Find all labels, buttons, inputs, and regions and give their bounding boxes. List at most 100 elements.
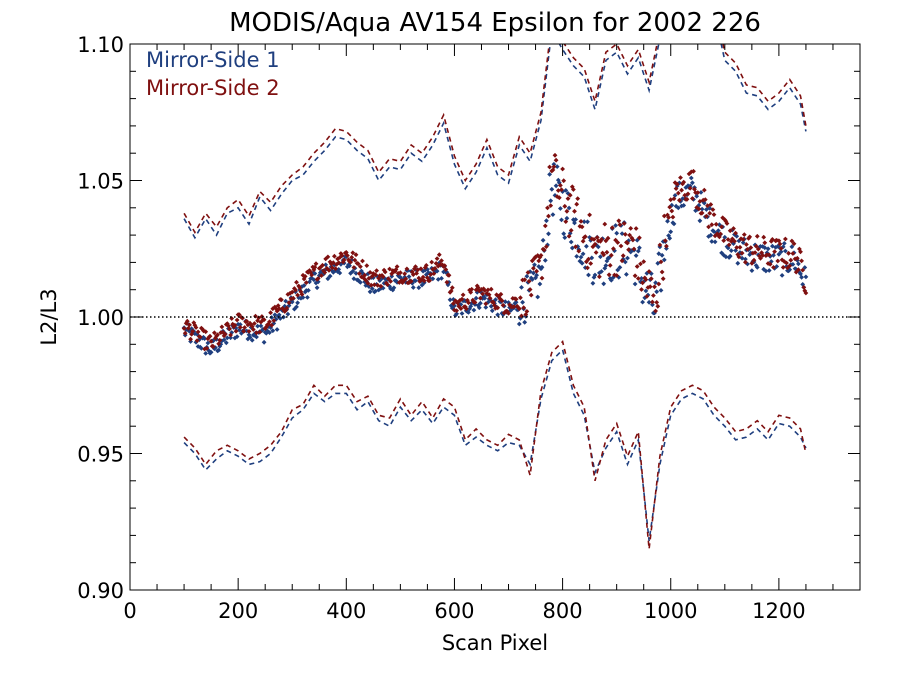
data-point: [634, 264, 640, 269]
side1-lower-bound-line: [183, 348, 807, 542]
data-point: [731, 226, 736, 231]
data-point: [534, 268, 539, 274]
data-point: [653, 308, 658, 314]
data-point: [520, 299, 525, 305]
data-point: [184, 318, 190, 324]
data-point: [633, 226, 639, 231]
data-point: [772, 249, 777, 254]
data-point: [726, 242, 732, 248]
data-point: [469, 286, 475, 292]
data-point: [711, 212, 717, 217]
data-point: [389, 273, 395, 279]
data-point: [779, 273, 785, 278]
data-point: [632, 281, 638, 287]
data-point: [245, 336, 251, 342]
data-point: [658, 288, 664, 293]
data-point: [724, 221, 730, 226]
data-point: [590, 280, 596, 286]
data-point: [516, 306, 522, 312]
data-point: [754, 233, 760, 239]
data-point: [646, 299, 652, 305]
data-point: [378, 283, 384, 289]
data-point: [358, 280, 363, 285]
tick-labels: 0 200 400 600 800 1000 1200 0.90 0.95 1.00 1.05 1.1…: [77, 33, 805, 623]
data-point: [573, 244, 578, 250]
data-point: [548, 198, 554, 204]
data-point: [669, 208, 675, 214]
data-point: [652, 284, 657, 290]
data-point: [601, 281, 607, 287]
data-point: [576, 248, 582, 254]
data-point: [685, 191, 691, 197]
data-point: [735, 260, 741, 266]
data-point: [240, 315, 245, 321]
data-point: [537, 281, 543, 287]
data-point: [777, 241, 783, 247]
data-point: [495, 312, 501, 318]
data-point: [538, 253, 544, 258]
data-point: [597, 274, 602, 280]
data-point: [430, 276, 436, 282]
data-point: [271, 318, 277, 323]
data-point: [656, 251, 662, 257]
data-point: [439, 258, 444, 263]
data-point: [227, 326, 232, 332]
data-point: [303, 280, 309, 285]
data-point: [398, 270, 403, 276]
data-point: [760, 253, 766, 258]
data-point: [319, 273, 324, 278]
data-point: [544, 244, 549, 249]
data-point: [195, 329, 201, 335]
data-point: [499, 298, 505, 304]
y-tick-label: 0.90: [77, 579, 124, 603]
data-point: [482, 288, 488, 293]
x-tick-label: 1000: [644, 599, 697, 623]
data-point: [586, 272, 591, 278]
data-point: [513, 299, 519, 305]
data-point: [232, 335, 238, 341]
data-point: [544, 218, 549, 224]
data-point: [709, 222, 715, 228]
data-point: [545, 242, 550, 248]
data-point: [744, 242, 749, 247]
data-point: [531, 270, 536, 276]
data-point: [762, 240, 768, 246]
data-point: [297, 285, 303, 291]
data-point: [349, 255, 355, 260]
data-point: [506, 300, 511, 305]
data-point: [758, 255, 763, 261]
data-point: [267, 330, 272, 335]
data-point: [314, 285, 320, 291]
side2-lower-bound-line: [183, 340, 807, 550]
data-point: [228, 332, 233, 338]
data-point: [599, 269, 604, 274]
data-point: [416, 285, 422, 291]
data-point: [621, 221, 627, 226]
data-point: [559, 187, 564, 193]
data-point: [723, 254, 729, 260]
data-point: [661, 257, 667, 263]
data-point: [803, 274, 809, 280]
data-point: [651, 293, 656, 298]
data-point: [794, 255, 800, 261]
data-point: [522, 277, 528, 283]
data-point: [739, 250, 745, 256]
data-point: [719, 250, 724, 256]
data-point: [215, 332, 220, 338]
data-point: [244, 318, 250, 324]
data-point: [213, 335, 218, 341]
data-point: [526, 278, 532, 284]
data-point: [766, 268, 772, 273]
data-point: [509, 304, 515, 310]
data-point: [741, 232, 747, 237]
data-point: [601, 252, 607, 258]
data-point: [365, 280, 371, 286]
y-axis-label: L2/L3: [37, 288, 61, 345]
data-point: [761, 234, 767, 240]
data-point: [197, 334, 203, 340]
data-point: [564, 208, 570, 214]
data-point: [531, 265, 536, 271]
data-point: [625, 255, 630, 261]
data-point: [337, 270, 343, 276]
data-point: [336, 267, 342, 272]
